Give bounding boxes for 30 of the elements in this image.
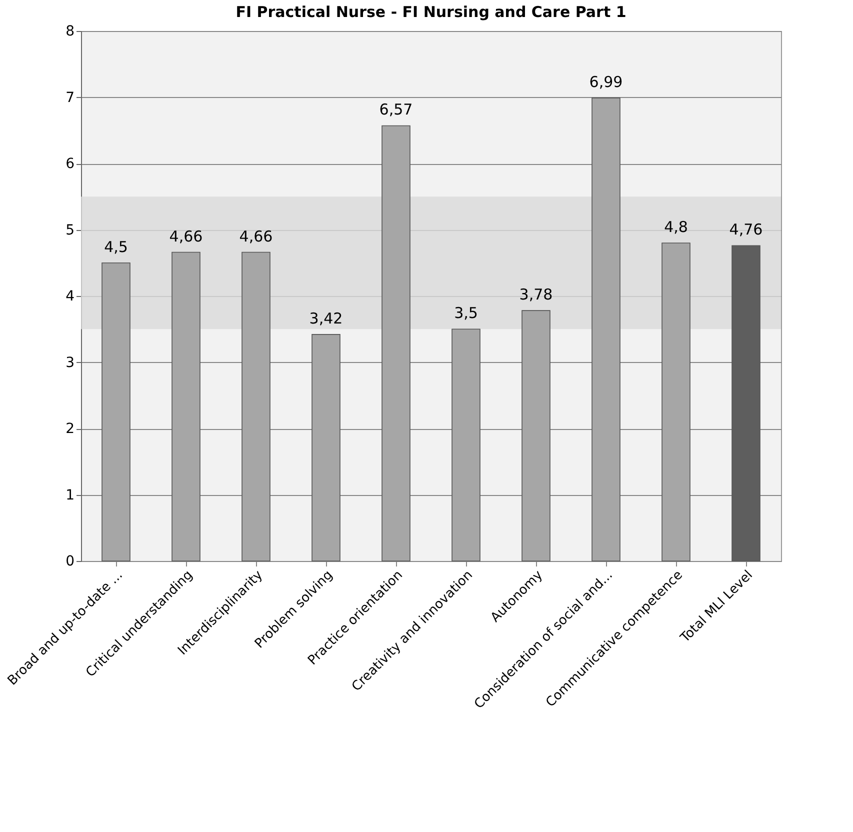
- bar: [242, 252, 270, 562]
- y-tick-label: 1: [66, 487, 74, 504]
- y-tick-label: 4: [66, 288, 75, 304]
- y-tick-label: 0: [66, 554, 74, 570]
- bar: [522, 310, 550, 562]
- y-tick-label: 6: [66, 156, 75, 172]
- data-label: 4,8: [664, 218, 688, 236]
- data-label: 4,5: [104, 238, 128, 256]
- bar: [662, 242, 690, 562]
- bar: [172, 252, 200, 562]
- y-tick-label: 5: [66, 222, 74, 238]
- data-label: 3,42: [309, 309, 343, 328]
- y-tick-label: 7: [66, 90, 74, 106]
- data-label: 4,76: [729, 220, 763, 239]
- bar: [312, 334, 340, 562]
- y-tick-label: 8: [66, 24, 74, 40]
- bar: [102, 262, 130, 562]
- bar: [592, 98, 620, 562]
- bar: [732, 245, 760, 562]
- data-label: 6,57: [379, 100, 413, 119]
- data-label: 4,66: [169, 227, 203, 246]
- data-label: 3,78: [519, 286, 553, 304]
- data-label: 6,99: [589, 72, 623, 91]
- y-tick-label: 2: [66, 421, 74, 437]
- y-tick-label: 3: [66, 354, 74, 371]
- bar: [382, 125, 410, 562]
- bar: [452, 328, 480, 562]
- data-label: 4,66: [239, 227, 273, 246]
- data-label: 3,5: [454, 304, 478, 322]
- chart-title: FI Practical Nurse - FI Nursing and Care Part 1: [236, 3, 626, 21]
